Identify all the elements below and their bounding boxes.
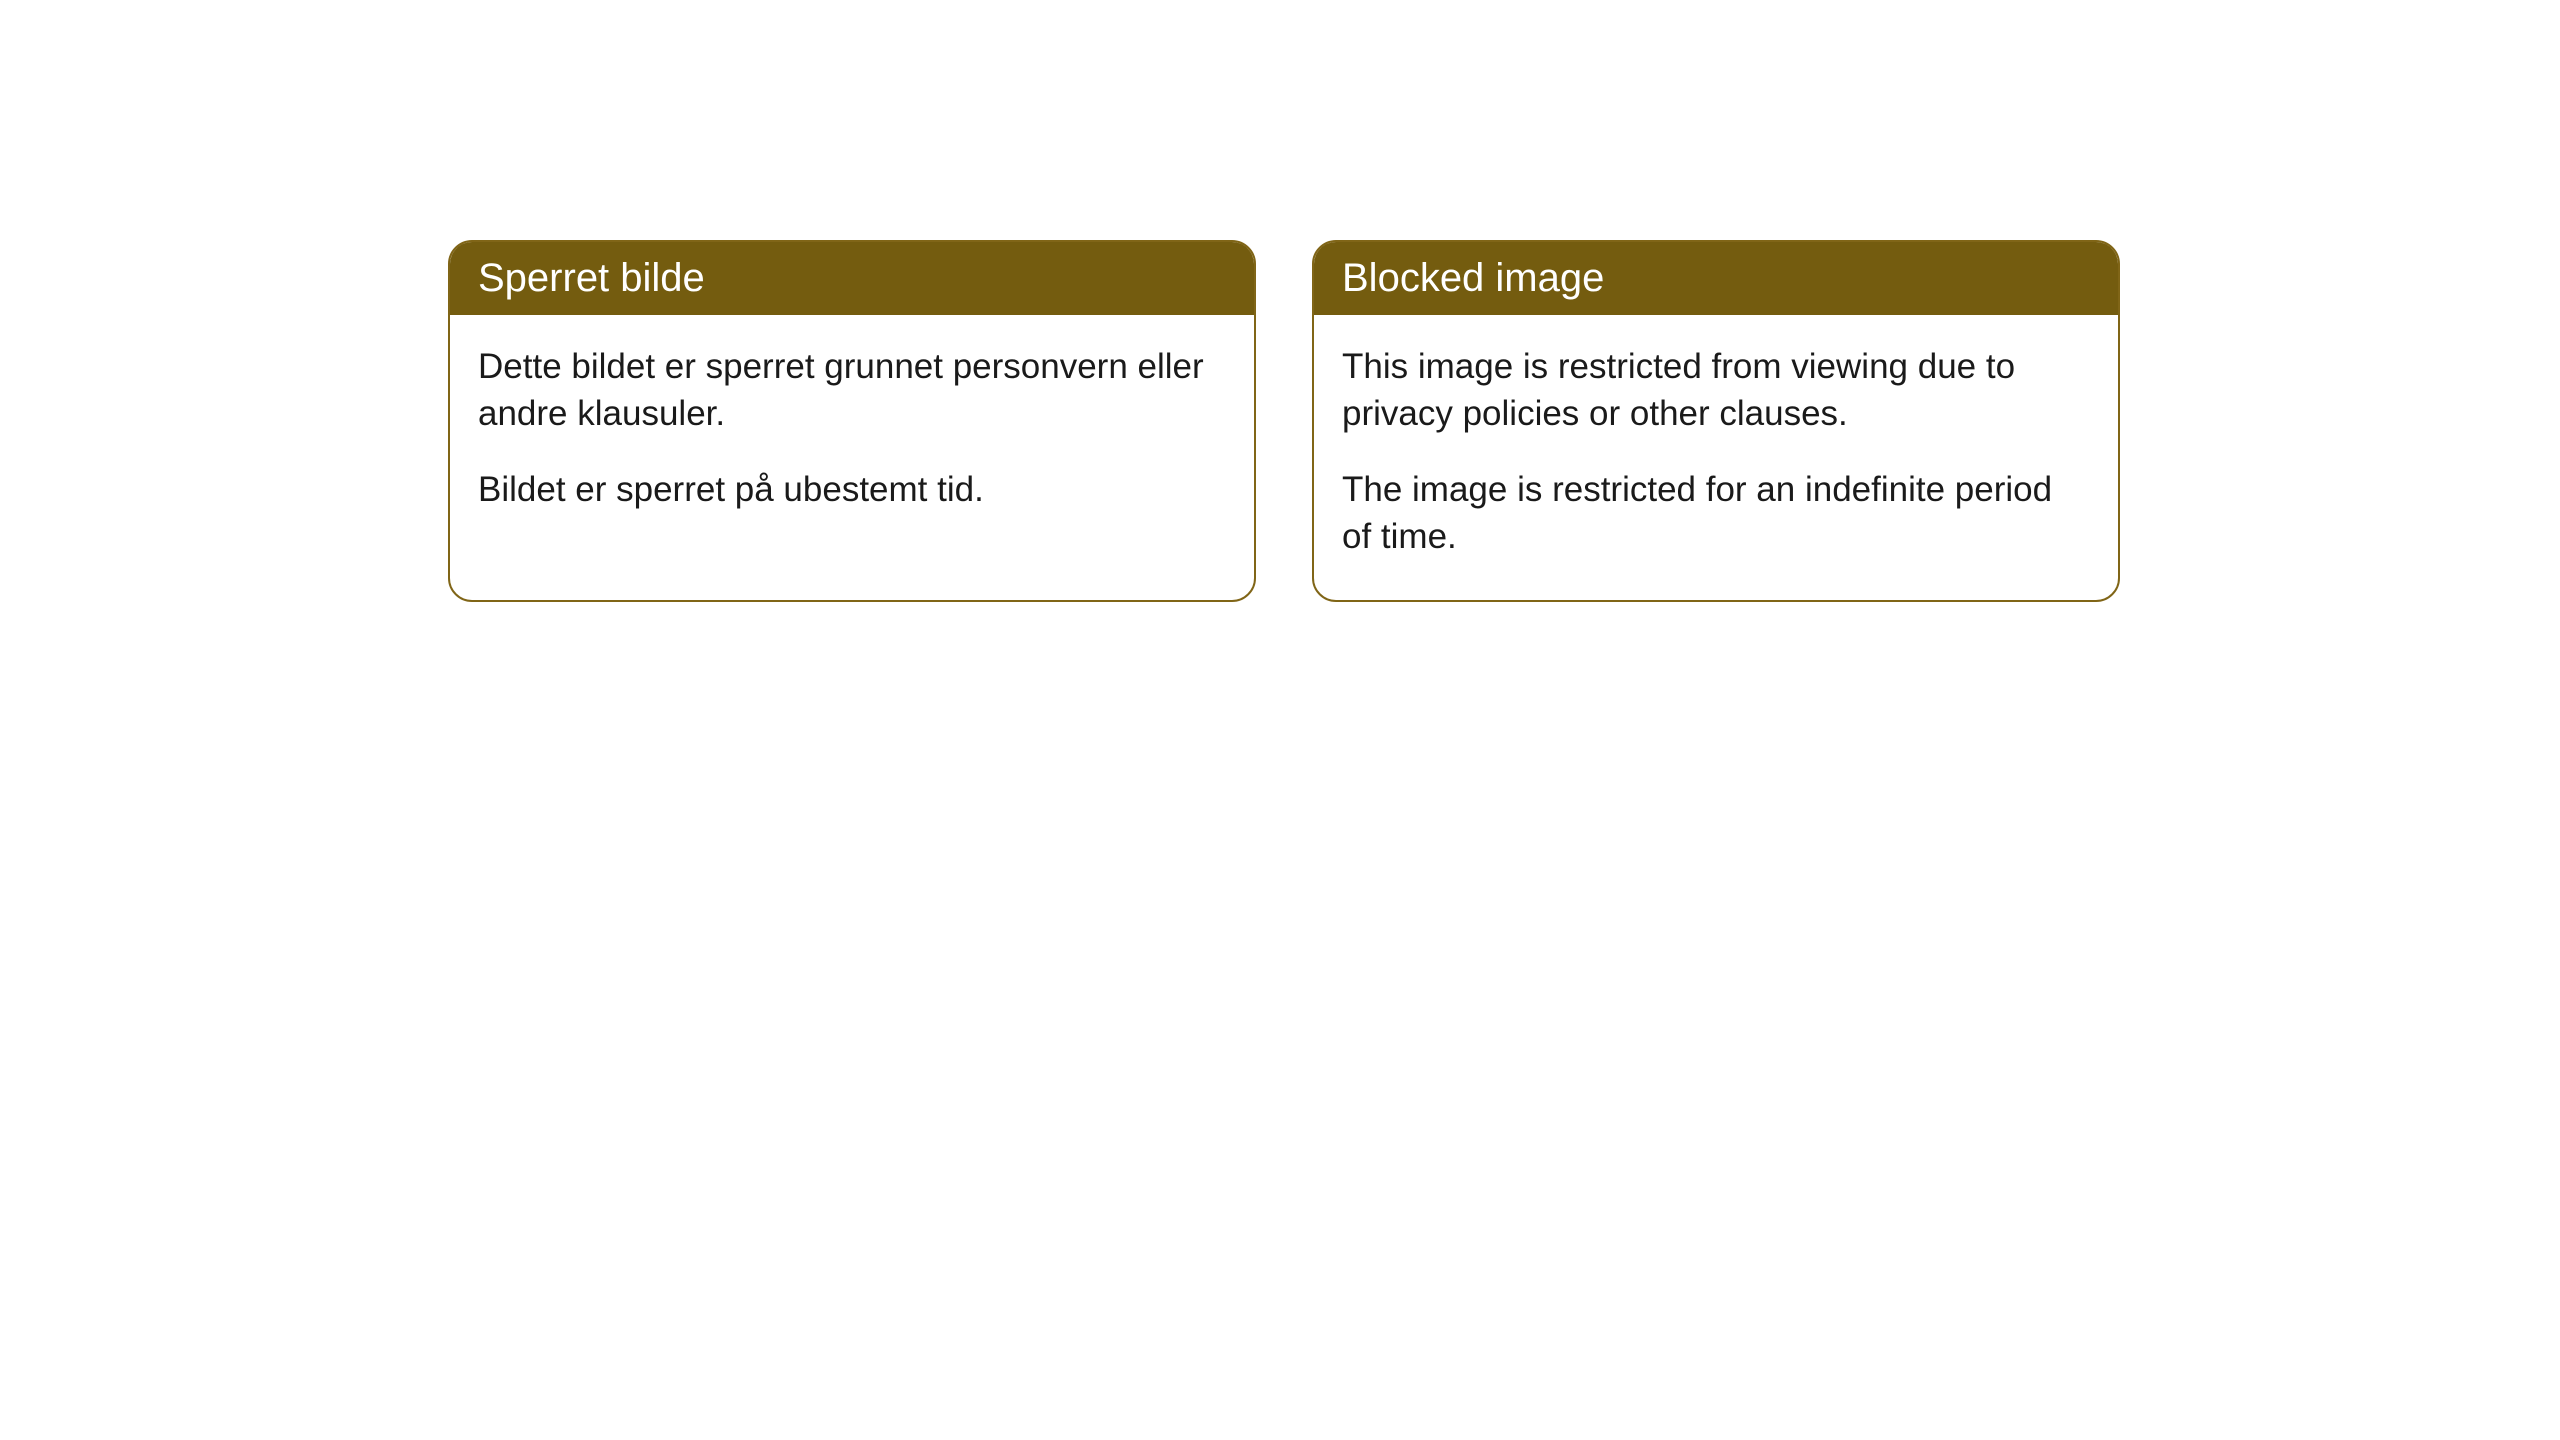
card-header: Sperret bilde: [450, 242, 1254, 315]
card-container: Sperret bilde Dette bildet er sperret gr…: [448, 240, 2120, 602]
card-body: Dette bildet er sperret grunnet personve…: [450, 315, 1254, 553]
blocked-image-card-english: Blocked image This image is restricted f…: [1312, 240, 2120, 602]
blocked-image-card-norwegian: Sperret bilde Dette bildet er sperret gr…: [448, 240, 1256, 602]
card-paragraph-1: This image is restricted from viewing du…: [1342, 343, 2090, 438]
card-paragraph-2: The image is restricted for an indefinit…: [1342, 466, 2090, 561]
card-paragraph-1: Dette bildet er sperret grunnet personve…: [478, 343, 1226, 438]
card-body: This image is restricted from viewing du…: [1314, 315, 2118, 600]
card-paragraph-2: Bildet er sperret på ubestemt tid.: [478, 466, 1226, 513]
card-header: Blocked image: [1314, 242, 2118, 315]
